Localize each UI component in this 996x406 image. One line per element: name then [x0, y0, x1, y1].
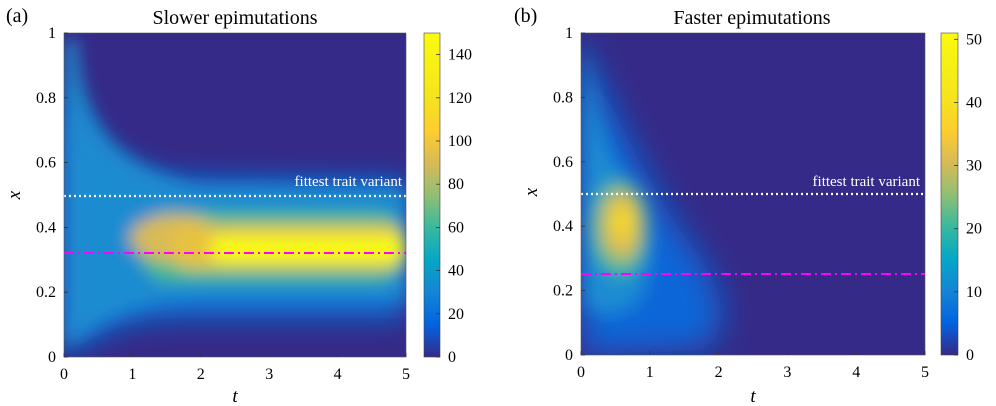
panel-b-colorbar	[940, 32, 959, 356]
panel-b-colorbar-label: 0	[966, 347, 974, 364]
panel-b-ytick-label: 1	[565, 25, 573, 42]
panel-a-xtick-label: 3	[265, 366, 273, 383]
panel-b-xtick-label: 0	[577, 364, 585, 381]
panel-a-colorbar-ticks: 0 20 40 60 80 100 120 140	[436, 47, 472, 366]
panel-b-xtick-label: 1	[646, 364, 654, 381]
panel-b-fittest-label: fittest trait variant	[813, 174, 921, 190]
panel-b-axes: 0 1 2 3 4 5 0 0.2 0.4 0.6 0.8 1	[553, 25, 929, 381]
panel-a-xlabel: t	[232, 386, 238, 406]
panel-a-colorbar-label: 140	[448, 47, 472, 64]
panel-b-colorbar-ticks: 0 10 20 30 40 50	[954, 31, 982, 364]
panel-a-colorbar-label: 40	[448, 263, 464, 280]
panel-a-colorbar-label: 80	[448, 176, 464, 193]
panel-b-ytick-label: 0	[565, 347, 573, 364]
panel-a-xtick-label: 2	[197, 366, 205, 383]
panel-b-colorbar-label: 20	[966, 221, 982, 238]
panel-b-xlabel: t	[750, 386, 756, 406]
panel-a-ytick-label: 0.8	[36, 90, 56, 107]
panel-b-colorbar-label: 50	[966, 31, 982, 48]
panel-b-ytick-label: 0.8	[553, 89, 573, 106]
panel-a-xtick-label: 5	[402, 366, 410, 383]
panel-b-title: Faster epimutations	[673, 7, 830, 29]
panel-a-ytick-label: 0.6	[36, 155, 56, 172]
panel-a-axes: 0 1 2 3 4 5 0 0.2 0.4 0.6 0.8 1	[36, 25, 410, 383]
panel-a-colorbar-label: 20	[448, 306, 464, 323]
panel-a-colorbar-label: 0	[448, 349, 456, 366]
panel-b-ytick-label: 0.4	[553, 218, 573, 235]
panel-a-ytick-label: 0.4	[36, 219, 56, 236]
panel-a-colorbar	[423, 32, 441, 358]
panel-b-xtick-label: 4	[852, 364, 860, 381]
panel-a-title: Slower epimutations	[153, 7, 318, 29]
panel-b-colorbar-label: 10	[966, 284, 982, 301]
panel-a-fittest-label: fittest trait variant	[295, 174, 403, 190]
panel-a-colorbar-label: 60	[448, 219, 464, 236]
panel-a-colorbar-label: 120	[448, 90, 472, 107]
panel-a: (a) Slower epimutations fittest trait va…	[4, 5, 472, 406]
panel-b-xtick-label: 5	[921, 364, 929, 381]
panel-b: (b) Faster epimutations fittest trait va…	[514, 5, 982, 406]
panel-b-ytick-label: 0.6	[553, 154, 573, 171]
panel-b-ytick-label: 0.2	[553, 283, 573, 300]
panel-a-ytick-label: 1	[48, 25, 56, 42]
panel-a-xtick-label: 4	[334, 366, 342, 383]
panel-b-heatmap	[581, 33, 925, 355]
panel-a-label: (a)	[6, 5, 28, 27]
panel-a-ytick-label: 0.2	[36, 284, 56, 301]
panel-b-colorbar-label: 40	[966, 94, 982, 111]
panel-b-colorbar-label: 30	[966, 158, 982, 175]
panel-b-label: (b)	[514, 5, 537, 27]
panel-b-xtick-label: 2	[715, 364, 723, 381]
panel-b-xtick-label: 3	[783, 364, 791, 381]
panel-a-ytick-label: 0	[48, 349, 56, 366]
panel-a-xtick-label: 1	[128, 366, 136, 383]
panel-b-ylabel: x	[521, 187, 542, 197]
panel-a-colorbar-label: 100	[448, 133, 472, 150]
panel-a-heatmap	[64, 33, 406, 357]
panel-a-xtick-label: 0	[60, 366, 68, 383]
panel-a-ylabel: x	[4, 190, 25, 200]
